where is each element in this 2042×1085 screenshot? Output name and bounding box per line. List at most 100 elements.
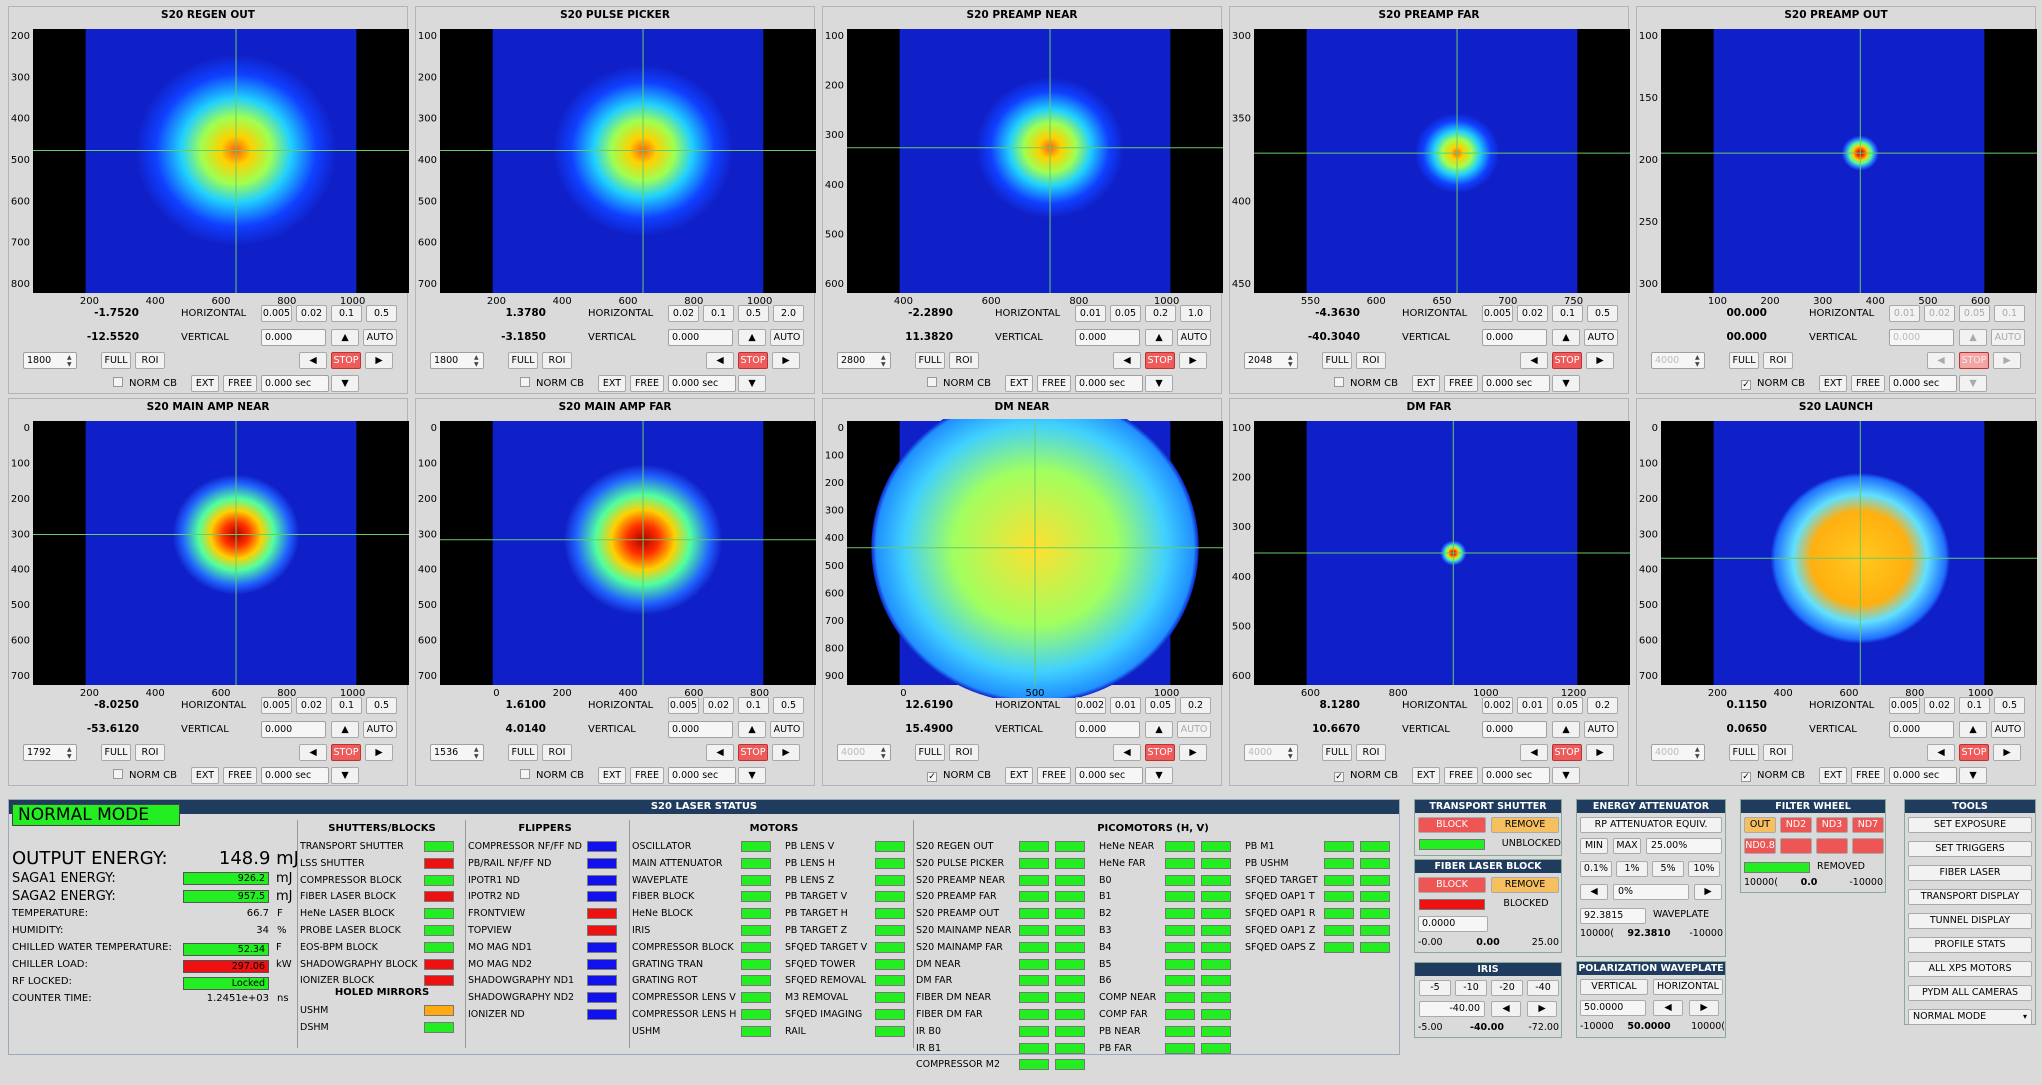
step-button[interactable]: 0.2 xyxy=(1145,305,1176,322)
exposure-input[interactable]: 4000 ▲ ▼ xyxy=(837,744,891,761)
stop-button[interactable]: STOP xyxy=(1959,744,1989,761)
checkbox-icon[interactable]: ✓ xyxy=(1741,772,1751,782)
camera-image[interactable]: 100 200 300 400 500 600 700 200 400 600 800 1000 xyxy=(416,27,816,306)
norm-cb-checkbox[interactable]: ✓ NORM CB xyxy=(1334,767,1424,784)
filter-button[interactable] xyxy=(1816,838,1848,854)
waveplate-input[interactable]: 92.3815 xyxy=(1580,908,1646,924)
step-button[interactable]: 0.5 xyxy=(366,697,397,714)
auto-button[interactable]: AUTO xyxy=(1177,329,1211,346)
spin-icon[interactable]: ▲ ▼ xyxy=(474,354,479,368)
time-input[interactable]: 0.000 sec xyxy=(1482,375,1550,392)
step-button[interactable]: 0.02 xyxy=(668,305,699,322)
time-input[interactable]: 0.000 sec xyxy=(1889,767,1957,784)
left-arrow-icon[interactable]: ◀ xyxy=(299,744,327,761)
dropdown-icon[interactable]: ▼ xyxy=(738,767,766,784)
camera-image[interactable]: 0 100 200 300 400 500 600 700 200 400 600 800 1000 xyxy=(1637,419,2037,698)
block-button[interactable]: BLOCK xyxy=(1418,877,1486,893)
spin-icon[interactable]: ▲ ▼ xyxy=(1695,746,1700,760)
auto-button[interactable]: AUTO xyxy=(1991,329,2025,346)
iris-input[interactable]: -40.00 xyxy=(1419,1001,1485,1017)
max-button[interactable]: MAX xyxy=(1613,838,1641,854)
time-input[interactable]: 0.000 sec xyxy=(1482,767,1550,784)
iris-step-button[interactable]: -10 xyxy=(1455,980,1487,996)
checkbox-icon[interactable] xyxy=(520,769,530,779)
filter-button[interactable]: ND0.8 xyxy=(1744,838,1776,854)
auto-button[interactable]: AUTO xyxy=(770,721,804,738)
roi-button[interactable]: ROI xyxy=(1356,744,1386,761)
exposure-input[interactable]: 2048 ▲ ▼ xyxy=(1244,352,1298,369)
spin-icon[interactable]: ▲ ▼ xyxy=(881,354,886,368)
up-arrow-icon[interactable]: ▲ xyxy=(738,721,766,738)
step-button[interactable]: 0.02 xyxy=(1924,305,1955,322)
spin-icon[interactable]: ▲ ▼ xyxy=(67,354,72,368)
tool-button[interactable]: SET TRIGGERS xyxy=(1908,841,2032,857)
step-button[interactable]: 0.005 xyxy=(261,697,292,714)
time-input[interactable]: 0.000 sec xyxy=(1075,375,1143,392)
step-button[interactable]: 0.2 xyxy=(1587,697,1618,714)
camera-image[interactable]: 0 100 200 300 400 500 600 700 800 900 0 500 1000 xyxy=(823,419,1223,698)
right-arrow-icon[interactable]: ▶ xyxy=(1527,1001,1557,1017)
left-arrow-icon[interactable]: ◀ xyxy=(706,352,734,369)
left-arrow-icon[interactable]: ◀ xyxy=(299,352,327,369)
left-arrow-icon[interactable]: ◀ xyxy=(1491,1001,1521,1017)
up-arrow-icon[interactable]: ▲ xyxy=(1145,721,1173,738)
camera-image[interactable]: 0 100 200 300 400 500 600 700 0 200 400 600 800 xyxy=(416,419,816,698)
up-arrow-icon[interactable]: ▲ xyxy=(1959,721,1987,738)
up-arrow-icon[interactable]: ▲ xyxy=(1552,329,1580,346)
filter-button[interactable]: ND7 xyxy=(1852,817,1884,833)
ext-button[interactable]: EXT xyxy=(191,767,219,784)
position-input[interactable]: 0.0000 xyxy=(1418,916,1488,932)
spin-icon[interactable]: ▲ ▼ xyxy=(881,746,886,760)
up-arrow-icon[interactable]: ▲ xyxy=(1959,329,1987,346)
step-button[interactable]: 0.1 xyxy=(331,305,362,322)
auto-button[interactable]: AUTO xyxy=(770,329,804,346)
exposure-input[interactable]: 1800 ▲ ▼ xyxy=(430,352,484,369)
tool-button[interactable]: ALL XPS MOTORS xyxy=(1908,961,2032,977)
norm-cb-checkbox[interactable]: ✓ NORM CB xyxy=(1741,375,1831,392)
attenuator-mode[interactable]: RP ATTENUATOR EQUIV. xyxy=(1580,817,1722,833)
up-arrow-icon[interactable]: ▲ xyxy=(331,721,359,738)
percent-step-button[interactable]: 0.1% xyxy=(1580,861,1612,877)
dropdown-icon[interactable]: ▼ xyxy=(1145,767,1173,784)
free-button[interactable]: FREE xyxy=(1444,767,1478,784)
dropdown-icon[interactable]: ▼ xyxy=(1959,767,1987,784)
step-button[interactable]: 0.005 xyxy=(261,305,292,322)
spin-icon[interactable]: ▲ ▼ xyxy=(1288,354,1293,368)
step-input[interactable]: 0% xyxy=(1613,884,1689,900)
checkbox-icon[interactable]: ✓ xyxy=(1334,772,1344,782)
ext-button[interactable]: EXT xyxy=(1412,375,1440,392)
checkbox-icon[interactable]: ✓ xyxy=(1741,380,1751,390)
ext-button[interactable]: EXT xyxy=(1819,767,1847,784)
dropdown-icon[interactable]: ▼ xyxy=(331,375,359,392)
step-button[interactable]: 0.5 xyxy=(738,305,769,322)
step-button[interactable]: 0.5 xyxy=(1587,305,1618,322)
exposure-input[interactable]: 2800 ▲ ▼ xyxy=(837,352,891,369)
left-arrow-icon[interactable]: ◀ xyxy=(1927,744,1955,761)
norm-cb-checkbox[interactable]: NORM CB xyxy=(520,767,610,784)
exposure-input[interactable]: 4000 ▲ ▼ xyxy=(1651,352,1705,369)
stop-button[interactable]: STOP xyxy=(738,352,768,369)
time-input[interactable]: 0.000 sec xyxy=(261,767,329,784)
checkbox-icon[interactable] xyxy=(113,377,123,387)
percent-step-button[interactable]: 5% xyxy=(1652,861,1684,877)
step-button[interactable]: 0.01 xyxy=(1110,697,1141,714)
vertical-input[interactable]: 0.000 xyxy=(1889,721,1954,738)
camera-image[interactable]: 100 200 300 400 500 600 600 800 1000 1200 xyxy=(1230,419,1630,698)
right-arrow-icon[interactable]: ▶ xyxy=(1586,744,1614,761)
full-button[interactable]: FULL xyxy=(915,352,945,369)
roi-button[interactable]: ROI xyxy=(542,352,572,369)
spin-icon[interactable]: ▲ ▼ xyxy=(67,746,72,760)
right-arrow-icon[interactable]: ▶ xyxy=(365,744,393,761)
camera-image[interactable]: 0 100 200 300 400 500 600 700 200 400 600 800 1000 xyxy=(9,419,409,698)
stop-button[interactable]: STOP xyxy=(738,744,768,761)
free-button[interactable]: FREE xyxy=(1037,767,1071,784)
vertical-button[interactable]: VERTICAL xyxy=(1580,979,1648,995)
auto-button[interactable]: AUTO xyxy=(363,721,397,738)
free-button[interactable]: FREE xyxy=(1037,375,1071,392)
checkbox-icon[interactable] xyxy=(113,769,123,779)
norm-cb-checkbox[interactable]: NORM CB xyxy=(113,375,203,392)
step-button[interactable]: 1.0 xyxy=(1180,305,1211,322)
up-arrow-icon[interactable]: ▲ xyxy=(331,329,359,346)
free-button[interactable]: FREE xyxy=(1851,375,1885,392)
percent-step-button[interactable]: 1% xyxy=(1616,861,1648,877)
